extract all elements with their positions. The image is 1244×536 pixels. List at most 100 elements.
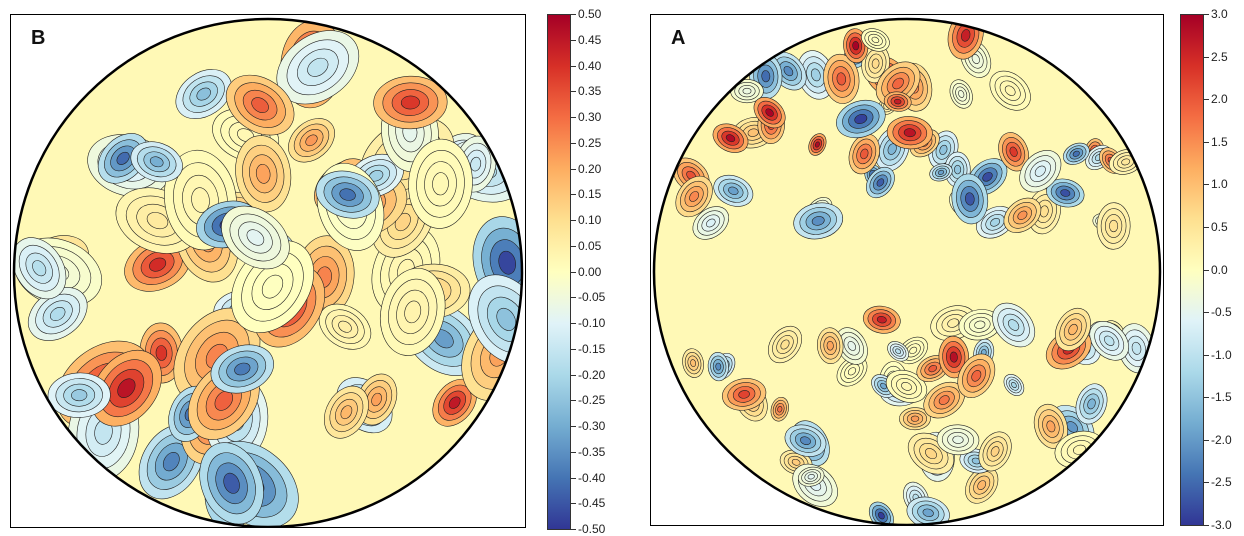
contour-blob xyxy=(728,186,739,195)
contour-blob xyxy=(255,163,271,184)
contour-blob xyxy=(432,172,449,196)
contour-blob xyxy=(878,511,885,520)
contour-blob xyxy=(939,144,948,155)
contour-blob xyxy=(196,87,211,101)
colorbar-tick-label: -0.50 xyxy=(578,522,606,536)
colorbar-tickmark xyxy=(571,271,576,273)
colorbar-tickmark xyxy=(1204,226,1209,228)
contour-blob xyxy=(894,98,902,105)
contour-blob xyxy=(448,396,461,409)
colorbar-tickmark xyxy=(571,117,576,118)
contour-blob xyxy=(761,70,771,83)
colorbar-tick-label: 0.15 xyxy=(578,187,602,202)
contour-blob xyxy=(1109,219,1119,233)
contour-blob xyxy=(892,77,904,90)
contour-blob xyxy=(971,370,982,382)
contour-blob xyxy=(305,134,318,147)
contour-blob xyxy=(814,141,820,148)
contour-blob xyxy=(149,257,167,272)
contour-blob xyxy=(800,436,811,445)
contour-blob xyxy=(340,405,353,420)
colorbar-tick-label: 0.30 xyxy=(578,110,602,124)
colorbar-tickmark xyxy=(1204,312,1209,314)
contour-blob xyxy=(990,446,1000,457)
panel-a-label: A xyxy=(671,27,686,49)
contour-blob xyxy=(149,156,164,168)
globe-a-heatmap xyxy=(652,17,1162,525)
colorbar-tickmark xyxy=(1204,397,1209,399)
colorbar-tickmark xyxy=(1204,56,1209,58)
colorbar-tickmark xyxy=(571,142,576,144)
contour-blob xyxy=(791,458,801,466)
panel-b-globe-map: B xyxy=(10,14,526,528)
contour-blob xyxy=(922,508,934,518)
contour-blob xyxy=(876,316,887,324)
panel-a-globe-map: A xyxy=(650,14,1164,526)
colorbar-tick-label: -1.5 xyxy=(1211,390,1232,405)
contour-blob xyxy=(783,66,794,77)
colorbar-tickmark xyxy=(1204,184,1209,186)
contour-blob xyxy=(400,95,420,110)
contour-blob xyxy=(1087,398,1096,410)
colorbar-tickmark xyxy=(1204,354,1209,356)
colorbar-tickmark xyxy=(571,323,576,324)
colorbar-tick-label: -0.15 xyxy=(578,341,606,356)
colorbar-tick-label: 0.00 xyxy=(578,264,602,279)
globe-b-heatmap xyxy=(12,17,524,527)
colorbar-a xyxy=(1180,14,1204,526)
colorbar-tick-label: -0.25 xyxy=(578,393,606,408)
colorbar-tick-label: 0.50 xyxy=(578,7,602,21)
contour-blob xyxy=(903,128,916,138)
contour-blob xyxy=(880,382,887,390)
contour-blob xyxy=(826,340,834,351)
contour-blob xyxy=(1004,85,1016,96)
contour-blob xyxy=(964,192,975,206)
contour-blob xyxy=(1009,146,1018,157)
contour-blob xyxy=(780,339,790,350)
contour-blob xyxy=(223,472,240,494)
colorbar-tickmark xyxy=(571,91,576,93)
contour-blob xyxy=(938,395,950,405)
contour-blob xyxy=(777,405,783,413)
colorbar-tick-label: 2.0 xyxy=(1211,92,1228,107)
contour-blob xyxy=(928,365,937,373)
contour-blob xyxy=(246,229,265,246)
contour-blob xyxy=(404,300,422,324)
colorbar-tick-label: -2.0 xyxy=(1211,432,1232,447)
colorbar-tickmark xyxy=(1204,14,1209,15)
colorbar-tick-label: -0.40 xyxy=(578,470,606,485)
colorbar-tick-label: -0.5 xyxy=(1211,305,1232,320)
contour-blob xyxy=(901,382,912,391)
contour-blob xyxy=(234,362,251,376)
contour-blob xyxy=(715,362,722,371)
globe-field xyxy=(654,19,1160,525)
colorbar-tickmark xyxy=(571,477,576,479)
colorbar-tick-label: 0.20 xyxy=(578,161,602,176)
contour-blob xyxy=(689,191,700,202)
colorbar-tick-label: 0.0 xyxy=(1211,262,1228,277)
contour-blob xyxy=(116,151,130,165)
globe-outline xyxy=(652,17,1162,525)
colorbar-tick-label: 1.5 xyxy=(1211,134,1228,149)
contour-blob xyxy=(339,188,356,201)
contour-blob xyxy=(1011,382,1017,388)
contour-blob xyxy=(811,216,825,226)
contour-blob xyxy=(251,97,269,113)
contour-blob xyxy=(847,341,857,351)
panel-b-label: B xyxy=(31,27,46,49)
colorbar-tickmark xyxy=(571,168,576,170)
colorbar-tickmark xyxy=(571,451,576,453)
colorbar-tick-label: -3.0 xyxy=(1211,518,1232,532)
colorbar-tick-label: -1.0 xyxy=(1211,347,1232,362)
colorbar-tick-label: 0.40 xyxy=(578,58,602,73)
contour-blob xyxy=(725,134,736,143)
colorbar-tick-label: 0.25 xyxy=(578,135,602,150)
contour-blob xyxy=(371,392,382,407)
contour-blob xyxy=(498,250,517,275)
colorbar-tickmark xyxy=(571,374,576,376)
contour-blob xyxy=(860,148,869,160)
contour-blob xyxy=(854,113,868,125)
contour-blob xyxy=(910,415,920,422)
colorbar-tick-label: -0.10 xyxy=(578,316,606,330)
contour-blob xyxy=(191,187,210,213)
